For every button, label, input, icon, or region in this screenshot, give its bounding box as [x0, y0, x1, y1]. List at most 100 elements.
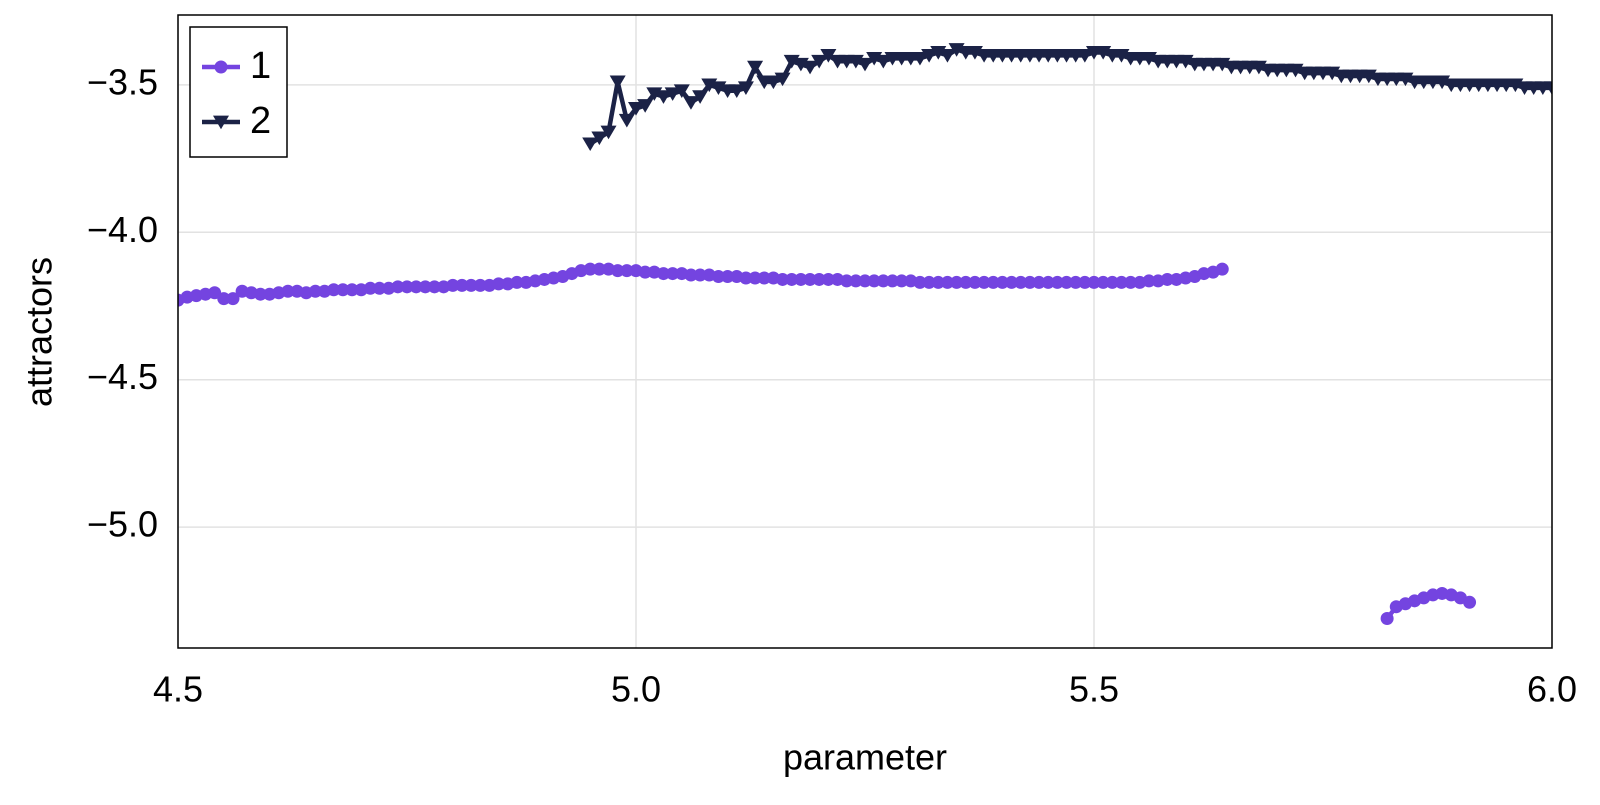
- marker: [628, 102, 644, 116]
- marker: [464, 278, 478, 292]
- marker: [693, 268, 707, 282]
- marker: [214, 60, 228, 74]
- marker: [1096, 275, 1110, 289]
- marker: [986, 275, 1000, 289]
- y-tick-label: −4.0: [87, 209, 158, 250]
- marker: [785, 272, 799, 286]
- marker: [308, 284, 322, 298]
- marker: [1463, 595, 1477, 609]
- plot-area: [178, 43, 1552, 626]
- series-line: [588, 47, 1552, 146]
- marker: [213, 115, 229, 130]
- marker: [977, 275, 991, 289]
- marker: [931, 275, 945, 289]
- marker: [794, 272, 808, 286]
- marker: [684, 268, 698, 282]
- marker: [400, 280, 414, 294]
- marker: [1078, 275, 1092, 289]
- marker: [921, 48, 938, 63]
- marker: [591, 131, 608, 146]
- marker: [692, 90, 709, 104]
- marker: [345, 283, 359, 297]
- marker: [950, 275, 964, 289]
- marker: [600, 125, 617, 140]
- marker: [728, 84, 745, 98]
- marker: [802, 60, 819, 75]
- marker: [711, 270, 725, 284]
- legend: 12: [189, 26, 288, 158]
- marker: [217, 292, 231, 306]
- marker: [1544, 81, 1552, 96]
- marker: [664, 87, 681, 101]
- marker: [418, 280, 432, 294]
- marker: [995, 275, 1009, 289]
- y-axis-label: attractors: [19, 257, 60, 407]
- marker: [876, 274, 890, 288]
- marker: [1014, 275, 1028, 289]
- marker: [774, 72, 791, 87]
- marker: [473, 278, 487, 292]
- marker: [821, 272, 835, 286]
- marker: [747, 60, 764, 75]
- marker: [776, 272, 790, 286]
- marker: [618, 113, 635, 128]
- marker: [913, 275, 927, 289]
- marker: [1005, 275, 1019, 289]
- marker: [1215, 262, 1229, 276]
- marker: [857, 57, 873, 72]
- marker: [1032, 275, 1046, 289]
- marker: [858, 274, 872, 288]
- marker: [1050, 275, 1064, 289]
- marker: [737, 81, 754, 96]
- marker: [895, 274, 909, 288]
- x-tick-label: 5.0: [611, 669, 661, 710]
- marker: [611, 264, 625, 278]
- marker: [867, 274, 881, 288]
- marker: [820, 48, 837, 63]
- marker: [748, 271, 762, 285]
- marker: [327, 283, 341, 297]
- plot-frame: [177, 14, 1553, 649]
- marker: [492, 277, 506, 291]
- marker: [1380, 612, 1394, 626]
- marker: [1069, 275, 1083, 289]
- marker: [840, 274, 854, 288]
- marker: [253, 287, 267, 301]
- marker: [1142, 274, 1156, 288]
- marker: [510, 275, 524, 289]
- marker: [885, 274, 899, 288]
- marker: [455, 278, 469, 292]
- marker: [811, 54, 828, 69]
- y-tick-label: −3.5: [87, 61, 158, 102]
- marker: [721, 270, 735, 284]
- marker: [1041, 275, 1055, 289]
- marker: [1160, 272, 1174, 286]
- marker: [673, 84, 690, 98]
- x-tick-label: 4.5: [153, 669, 203, 710]
- marker: [1124, 275, 1138, 289]
- marker: [968, 275, 982, 289]
- legend-label: 2: [250, 100, 271, 142]
- marker: [849, 274, 863, 288]
- marker: [336, 283, 350, 297]
- marker: [609, 75, 626, 90]
- marker: [583, 262, 597, 276]
- marker: [682, 96, 699, 110]
- marker: [959, 275, 973, 289]
- marker: [1060, 275, 1074, 289]
- marker: [1023, 275, 1037, 289]
- marker: [409, 280, 423, 294]
- x-axis-label: parameter: [783, 737, 947, 778]
- marker: [940, 275, 954, 289]
- marker: [637, 99, 654, 113]
- marker: [765, 75, 782, 90]
- marker: [592, 262, 606, 276]
- x-tick-label: 5.5: [1069, 669, 1119, 710]
- marker: [226, 292, 240, 306]
- marker: [911, 51, 928, 66]
- marker: [427, 280, 441, 294]
- marker: [875, 54, 892, 69]
- marker: [281, 284, 295, 298]
- marker: [922, 275, 936, 289]
